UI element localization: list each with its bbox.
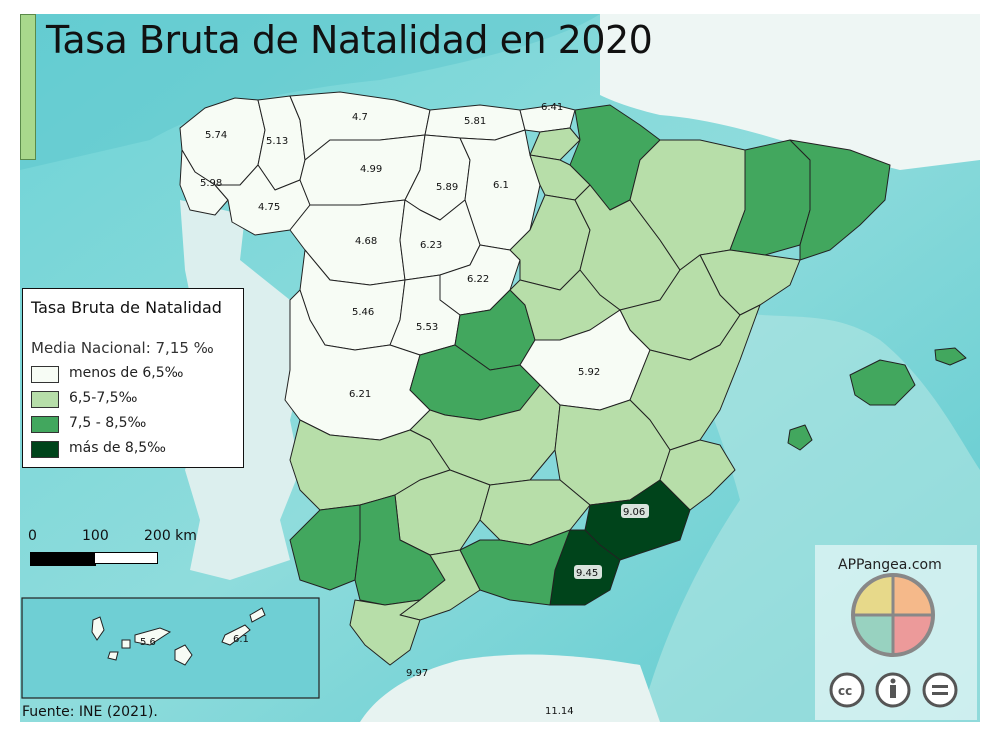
source-note: Fuente: INE (2021). <box>22 704 158 720</box>
legend-label: más de 8,5‰ <box>69 440 166 456</box>
legend-title: Tasa Bruta de Natalidad <box>31 298 222 317</box>
scale-tick: 200 km <box>144 528 197 544</box>
balearic-mallorca[interactable] <box>849 359 916 406</box>
value-murcia: 9.06 <box>623 507 645 518</box>
value-santa-cruz: 5.6 <box>140 637 156 648</box>
canary-gran-canaria[interactable] <box>174 644 193 666</box>
africa-land <box>360 654 660 722</box>
value-cantabria: 5.81 <box>464 116 486 127</box>
scale-bar-white <box>94 552 158 564</box>
province-labels: 5.74 5.13 5.98 4.75 4.7 5.81 6.41 4.99 5… <box>140 102 649 717</box>
value-palencia: 5.89 <box>436 182 458 193</box>
value-avila: 5.53 <box>416 322 438 333</box>
value-caceres: 6.21 <box>349 389 371 400</box>
value-bizkaia: 6.41 <box>541 102 563 113</box>
value-soria-segovia: 6.22 <box>467 274 489 285</box>
france-land <box>600 14 980 170</box>
cc-icon <box>829 672 865 708</box>
no-derivatives-bar-1 <box>932 685 948 688</box>
legend-subtitle: Media Nacional: 7,15 ‰ <box>31 339 214 357</box>
canary-tenerife[interactable] <box>134 627 172 646</box>
province-granada[interactable] <box>459 529 571 606</box>
legend-swatch <box>31 366 59 383</box>
legend-label: 7,5 - 8,5‰ <box>69 415 147 431</box>
canary-inset <box>21 597 320 699</box>
logo-puzzle-red <box>893 615 933 655</box>
legend-swatch <box>31 441 59 458</box>
value-ceuta: 9.97 <box>406 668 428 679</box>
value-a-coruna: 5.74 <box>205 130 227 141</box>
legend-swatch <box>31 416 59 433</box>
balearic-menorca[interactable] <box>934 347 967 366</box>
attribution-icon-body <box>890 685 896 698</box>
value-zamora: 4.68 <box>355 236 377 247</box>
brand-name: APPangea.com <box>838 557 942 573</box>
value-las-palmas: 6.1 <box>233 634 249 645</box>
scale-bar-black <box>30 552 96 566</box>
province-girona-barcelona[interactable] <box>789 139 891 261</box>
canary-lanzarote[interactable] <box>249 607 266 623</box>
canary-la-palma[interactable] <box>91 616 105 641</box>
canary-gomera[interactable] <box>121 639 131 649</box>
province-gipuzkoa-alava[interactable] <box>529 127 581 161</box>
value-pontevedra: 5.98 <box>200 178 222 189</box>
province-malaga[interactable] <box>399 549 481 621</box>
value-ourense: 4.75 <box>258 202 280 213</box>
value-leon: 4.99 <box>360 164 382 175</box>
scale-tick: 100 <box>82 528 109 544</box>
cc-icon-glyph: cc <box>838 684 852 698</box>
value-almeria: 9.45 <box>576 568 598 579</box>
value-melilla: 11.14 <box>545 706 574 717</box>
legend-label: menos de 6,5‰ <box>69 365 184 381</box>
balearic-ibiza[interactable] <box>787 424 813 451</box>
sea-deep <box>20 14 600 170</box>
canary-hierro[interactable] <box>107 651 119 661</box>
title-accent-bar <box>20 14 36 160</box>
legend-label: 6,5-7,5‰ <box>69 390 138 406</box>
province-cadiz[interactable] <box>349 599 421 666</box>
provinces <box>179 91 967 666</box>
value-lugo: 5.13 <box>266 136 288 147</box>
value-cuenca: 5.92 <box>578 367 600 378</box>
value-valladolid: 6.23 <box>420 240 442 251</box>
scale-tick: 0 <box>28 528 37 544</box>
value-almeria-bg <box>574 565 602 579</box>
legend: Tasa Bruta de Natalidad Media Nacional: … <box>22 288 244 468</box>
value-burgos: 6.1 <box>493 180 509 191</box>
canary-inset-frame <box>21 597 320 699</box>
value-murcia-bg <box>621 504 649 518</box>
appangea-logo: cc <box>815 545 977 720</box>
attribution-icon-head <box>890 678 896 684</box>
map-title: Tasa Bruta de Natalidad en 2020 <box>46 18 653 62</box>
province-pontevedra[interactable] <box>179 149 229 216</box>
value-salamanca: 5.46 <box>352 307 374 318</box>
no-derivatives-icon <box>922 672 958 708</box>
no-derivatives-bar-2 <box>932 692 948 695</box>
legend-swatch <box>31 391 59 408</box>
scale-bar: 0 100 200 km <box>28 528 208 572</box>
value-asturias: 4.7 <box>352 112 368 123</box>
canary-fuerteventura[interactable] <box>221 624 251 646</box>
logo-puzzle-green <box>853 615 893 655</box>
logo-puzzle-orange <box>893 575 933 615</box>
